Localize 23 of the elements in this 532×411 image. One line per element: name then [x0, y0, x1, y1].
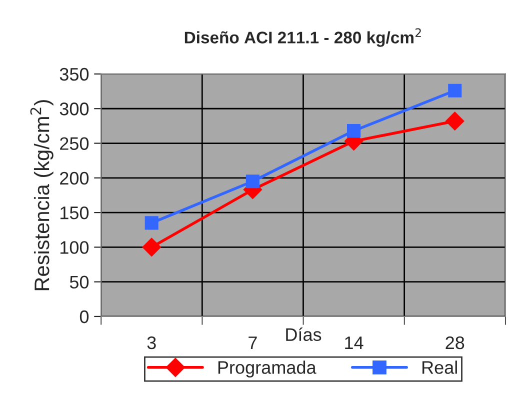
legend-label: Real [422, 360, 457, 374]
x-tick-label: 14 [345, 336, 364, 349]
point [142, 238, 161, 257]
y-tick-label: 200 [60, 172, 89, 185]
point [347, 124, 361, 138]
x-tick-label: 28 [446, 336, 464, 350]
y-tick-label: 100 [60, 241, 89, 254]
y-tick-label: 150 [60, 206, 89, 220]
y-tick-label: 300 [60, 102, 89, 116]
x-axis-title: Días [286, 328, 322, 342]
y-tick-label: 350 [60, 68, 89, 81]
y-tick-label: 250 [60, 137, 89, 150]
point [246, 174, 260, 188]
y-tick-label: 50 [70, 276, 89, 289]
chart-title: Diseño ACI 211.1 - 280 kg/cm$^{2}$ [184, 28, 421, 47]
x-tick-label: 7 [248, 336, 257, 349]
point [448, 84, 462, 98]
x-tick-label: 3 [147, 336, 156, 350]
point [144, 216, 158, 230]
point [446, 112, 464, 130]
legend-label: Programada [218, 360, 316, 378]
y-axis-title: Resistencia (kg/cm$^{2}$) [30, 100, 54, 290]
y-tick-label: 0 [80, 310, 89, 324]
